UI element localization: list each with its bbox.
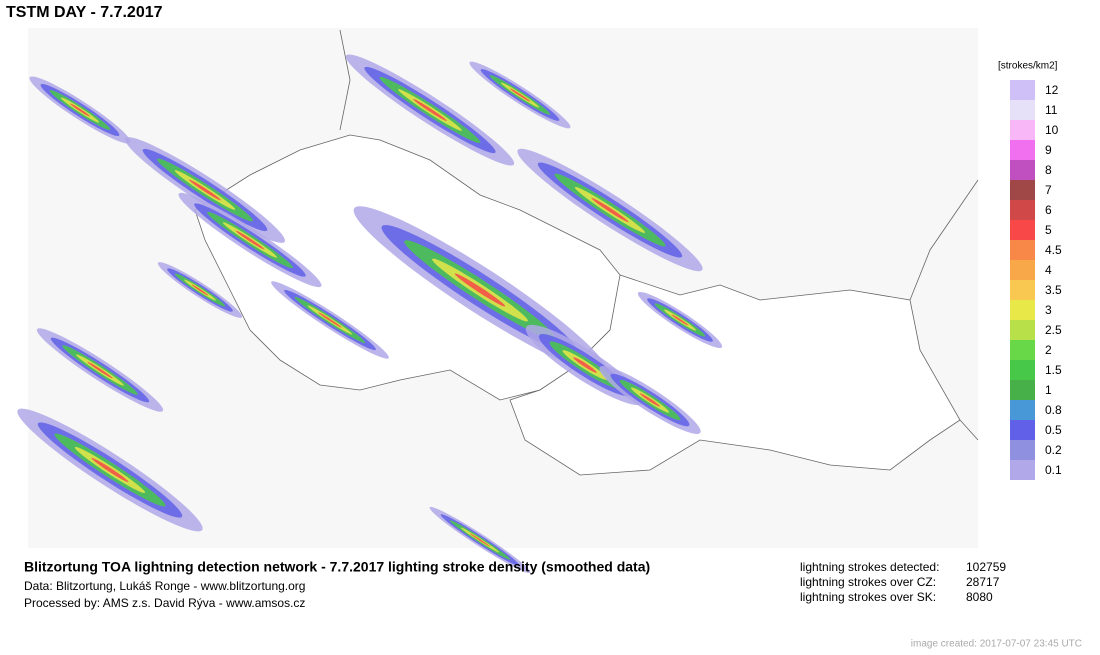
storm-band: [91, 457, 129, 483]
legend-label: 8: [1045, 163, 1052, 177]
storm-band: [189, 179, 221, 201]
legend-swatch: [1010, 380, 1035, 400]
footer-line: Data: Blitzortung, Lukáš Ronge - www.bli…: [24, 579, 305, 593]
legend-swatch: [1010, 120, 1035, 140]
legend-swatch: [1010, 160, 1035, 180]
stat-label: lightning strokes over CZ:: [800, 575, 936, 589]
legend-swatch: [1010, 460, 1035, 480]
storm-band: [191, 284, 209, 296]
storm-streak: [17, 408, 203, 532]
legend-unit: [strokes/km2]: [998, 61, 1058, 72]
legend-swatch: [1010, 280, 1035, 300]
legend-swatch: [1010, 240, 1035, 260]
stat-label: lightning strokes over SK:: [800, 590, 936, 604]
storm-band: [413, 99, 447, 121]
legend-label: 1.5: [1045, 363, 1062, 377]
legend-swatch: [1010, 80, 1035, 100]
footer-line: Processed by: AMS z.s. David Rýva - www.…: [24, 596, 305, 610]
legend-swatch: [1010, 320, 1035, 340]
storm-streak: [178, 192, 322, 288]
legend-label: 6: [1045, 203, 1052, 217]
storm-band: [639, 393, 661, 407]
storm-band: [69, 103, 91, 117]
legend-swatch: [1010, 340, 1035, 360]
storm-band: [318, 312, 342, 328]
legend-swatch: [1010, 400, 1035, 420]
legend: 12 11 10 9 8 7 6 5 4.5 4 3.5 3 2.5 2 1.5 1 0.8 0.5 0.2 0.1: [1010, 80, 1062, 480]
storm-band: [671, 314, 689, 326]
storm-streak: [637, 291, 723, 349]
storm-streak: [271, 281, 389, 359]
legend-label: 7: [1045, 183, 1052, 197]
storm-cells: [17, 54, 723, 574]
storm-band: [469, 533, 491, 547]
stat-label: lightning strokes detected:: [800, 560, 939, 574]
storm-streak: [345, 54, 515, 166]
storm-band: [509, 88, 531, 102]
legend-label: 4: [1045, 263, 1052, 277]
stat-value: 102759: [966, 560, 1006, 574]
legend-swatch: [1010, 100, 1035, 120]
legend-label: 0.5: [1045, 423, 1062, 437]
created: image created: 2017-07-07 23:45 UTC: [911, 639, 1082, 650]
legend-label: 0.8: [1045, 403, 1062, 417]
storm-streak: [36, 328, 164, 412]
legend-label: 0.2: [1045, 443, 1062, 457]
legend-label: 12: [1045, 83, 1059, 97]
legend-label: 1: [1045, 383, 1052, 397]
stat-value: 8080: [966, 590, 993, 604]
stats: lightning strokes detected: 102759 lightni…: [800, 560, 1006, 604]
footer-heading: Blitzortung TOA lightning detection netw…: [24, 559, 650, 575]
storm-streak: [429, 506, 531, 574]
legend-swatch: [1010, 260, 1035, 280]
storm-streak: [469, 61, 571, 129]
legend-swatch: [1010, 220, 1035, 240]
legend-label: 4.5: [1045, 243, 1062, 257]
legend-label: 9: [1045, 143, 1052, 157]
stat-value: 28717: [966, 575, 1000, 589]
legend-label: 0.1: [1045, 463, 1062, 477]
legend-label: 2: [1045, 343, 1052, 357]
border: [339, 29, 979, 441]
legend-label: 10: [1045, 123, 1059, 137]
storm-band: [454, 273, 506, 307]
map: [17, 28, 979, 574]
legend-swatch: [1010, 180, 1035, 200]
legend-swatch: [1010, 200, 1035, 220]
legend-swatch: [1010, 440, 1035, 460]
legend-swatch: [1010, 420, 1035, 440]
storm-band: [235, 230, 265, 250]
title: TSTM DAY - 7.7.2017: [6, 4, 163, 21]
storm-band: [591, 197, 629, 223]
legend-swatch: [1010, 140, 1035, 160]
storm-streak: [29, 76, 131, 144]
storm-band: [573, 357, 597, 373]
storm-streak: [157, 262, 243, 318]
legend-label: 2.5: [1045, 323, 1062, 337]
legend-swatch: [1010, 360, 1035, 380]
legend-label: 5: [1045, 223, 1052, 237]
country-sk: [509, 274, 961, 476]
legend-label: 11: [1045, 103, 1058, 117]
storm-streak: [599, 366, 701, 434]
legend-label: 3.5: [1045, 283, 1062, 297]
storm-streak: [517, 148, 703, 272]
storm-band: [87, 361, 113, 379]
legend-swatch: [1010, 300, 1035, 320]
legend-label: 3: [1045, 303, 1052, 317]
storm-streak: [125, 137, 285, 243]
